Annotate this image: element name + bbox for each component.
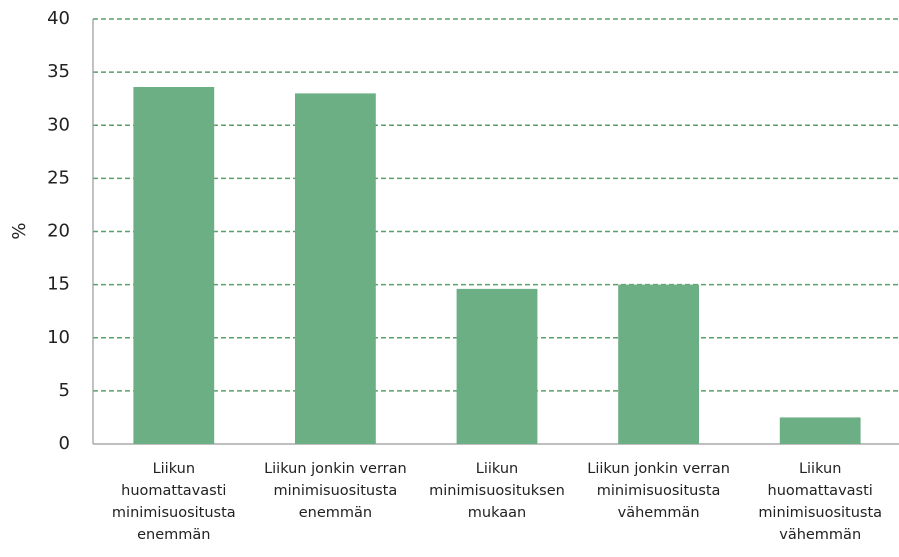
x-tick-label: Liikun minimisuosituksen mukaan bbox=[429, 461, 565, 521]
bar bbox=[133, 87, 215, 444]
x-tick-label: Liikun huomattavasti minimisuositusta vä… bbox=[758, 461, 883, 543]
bar bbox=[456, 288, 538, 444]
bar bbox=[779, 417, 861, 444]
y-tick-label: 25 bbox=[47, 167, 70, 188]
bar bbox=[618, 284, 699, 444]
y-tick-label: 0 bbox=[59, 433, 70, 454]
y-tick-label: 20 bbox=[47, 221, 70, 242]
x-tick-label: Liikun huomattavasti minimisuositusta en… bbox=[111, 461, 236, 543]
y-axis-label: % bbox=[9, 222, 30, 239]
x-tick-label: Liikun jonkin verran minimisuositusta vä… bbox=[587, 461, 730, 521]
y-tick-label: 10 bbox=[47, 327, 70, 348]
bar bbox=[295, 93, 376, 444]
y-tick-label: 15 bbox=[47, 274, 70, 295]
y-tick-label: 30 bbox=[47, 114, 70, 135]
x-tick-label: Liikun jonkin verran minimisuositusta en… bbox=[264, 461, 407, 521]
y-tick-label: 5 bbox=[59, 380, 70, 401]
y-tick-label: 35 bbox=[47, 61, 70, 82]
y-tick-label: 40 bbox=[47, 8, 70, 29]
